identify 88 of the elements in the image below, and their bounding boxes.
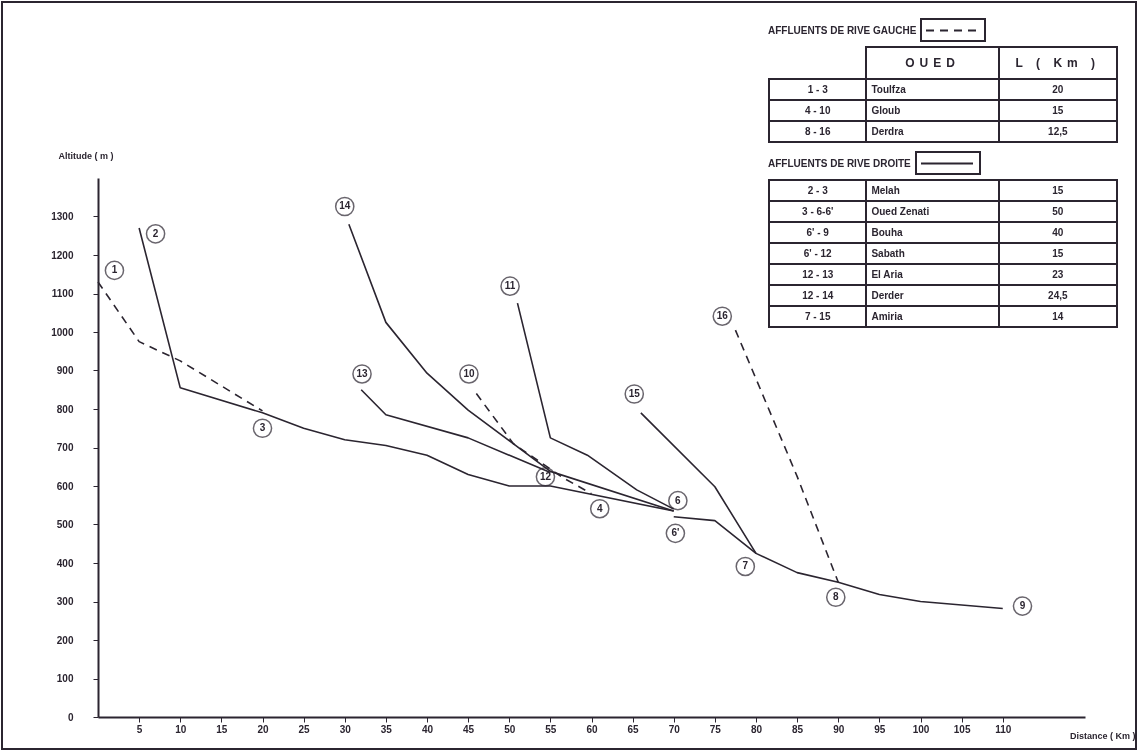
annotation: 12 - 14 — [769, 285, 867, 306]
annotation: 50 — [998, 201, 1117, 222]
y-tick-label: 900 — [56, 365, 74, 376]
x-tick-label: 95 — [874, 723, 886, 735]
y-tick-label: 700 — [56, 442, 74, 453]
annotation: 3 - 6-6' — [769, 201, 867, 222]
y-tick-label: 1000 — [51, 326, 74, 338]
annotation: 7 - 15 — [769, 306, 867, 327]
text: 4 - 10 — [769, 100, 867, 121]
x-tick-label: 10 — [175, 723, 187, 735]
annotation: Oued Zenati — [866, 201, 999, 222]
annotation: 16 — [716, 310, 729, 322]
annotation: Bouha — [866, 222, 999, 243]
annotation: 13 — [356, 367, 369, 379]
y-tick-label: 300 — [56, 596, 74, 607]
x-tick-label: 75 — [709, 723, 722, 735]
annotation: 4 — [596, 502, 603, 514]
annotation: 12 - 13 — [769, 264, 867, 285]
y-tick-label: 100 — [56, 673, 74, 684]
x-tick-label: 100 — [912, 723, 930, 735]
annotation: Melah — [866, 180, 999, 201]
annotation: El Aria — [866, 264, 999, 285]
text: AFFLUENTS DE RIVE DROITE — [768, 157, 911, 169]
x-axis-title: Distance ( Km ) — [1069, 730, 1136, 741]
x-tick-label: 20 — [257, 723, 269, 735]
x-tick-label: 110 — [995, 723, 1012, 735]
annotation: Sabath — [866, 243, 999, 264]
annotation: 9 — [1019, 600, 1026, 612]
x-tick-label: 5 — [136, 723, 143, 735]
text: 1 - 3 — [769, 79, 867, 100]
text: L ( Km ) — [998, 47, 1117, 79]
text: 15 — [998, 100, 1117, 121]
x-tick-label: 80 — [750, 723, 763, 735]
x-tick-label: 25 — [298, 723, 311, 735]
x-tick-label: 85 — [792, 723, 804, 735]
text: Gloub — [866, 100, 999, 121]
annotation: 3 — [259, 422, 266, 434]
annotation: Derder — [866, 285, 999, 306]
text: Toulfza — [866, 79, 999, 100]
annotation: 14 — [339, 200, 351, 212]
x-tick-label: 70 — [668, 723, 681, 735]
x-tick-label: 30 — [339, 723, 352, 735]
annotation: 24,5 — [998, 285, 1117, 306]
text: 8 - 16 — [769, 121, 867, 142]
x-tick-label: 90 — [833, 723, 845, 735]
text: 20 — [998, 79, 1117, 100]
annotation: 7 — [742, 560, 749, 572]
y-tick-label: 200 — [56, 634, 74, 646]
annotation: 15 — [998, 180, 1117, 201]
text: OUED — [866, 47, 999, 79]
annotation: 6' — [671, 527, 680, 539]
annotation: 40 — [998, 222, 1117, 243]
y-tick-label: 800 — [56, 403, 74, 415]
y-tick-label: 1300 — [51, 211, 74, 222]
x-tick-label: 65 — [627, 723, 640, 735]
annotation: 10 — [463, 367, 475, 379]
annotation: Amiria — [866, 306, 999, 327]
annotation: 6 — [675, 494, 682, 506]
annotation: 15 — [998, 243, 1117, 264]
annotation: 14 — [998, 306, 1117, 327]
annotation: 15 — [628, 387, 641, 399]
x-tick-label: 105 — [953, 723, 971, 735]
annotation: 12 — [539, 470, 552, 482]
y-axis-title: Altitude ( m ) — [58, 150, 114, 161]
text: 12,5 — [998, 121, 1117, 142]
y-tick-label: 600 — [56, 480, 74, 492]
annotation: 8 — [833, 591, 839, 603]
annotation: 23 — [998, 264, 1117, 285]
annotation: 6' - 12 — [769, 243, 867, 264]
annotation: 1 — [111, 264, 118, 276]
y-tick-label: 400 — [56, 557, 74, 569]
x-tick-label: 15 — [216, 723, 228, 735]
text: AFFLUENTS DE RIVE GAUCHE — [768, 24, 917, 36]
x-tick-label: 55 — [545, 723, 557, 735]
y-tick-label: 500 — [56, 519, 74, 530]
annotation: 2 — [152, 227, 159, 239]
annotation: 11 — [504, 280, 516, 292]
x-tick-label: 40 — [421, 723, 434, 735]
x-tick-label: 60 — [586, 723, 598, 735]
x-tick-label: 45 — [463, 723, 475, 735]
x-tick-label: 50 — [504, 723, 516, 735]
y-tick-label: 0 — [67, 711, 74, 723]
y-tick-label: 1200 — [51, 249, 74, 261]
y-tick-label: 1100 — [51, 288, 74, 299]
annotation: 2 - 3 — [769, 180, 867, 201]
text: Derdra — [866, 121, 999, 142]
x-tick-label: 35 — [380, 723, 393, 735]
annotation: 6' - 9 — [769, 222, 867, 243]
